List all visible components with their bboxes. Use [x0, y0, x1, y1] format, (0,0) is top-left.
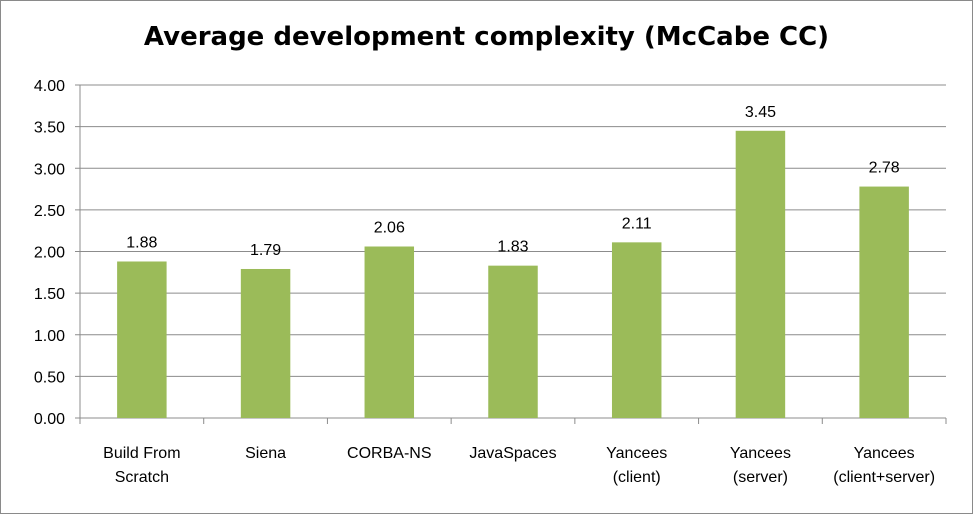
bar	[611, 242, 662, 418]
x-category-label: (server)	[733, 469, 788, 486]
x-category-label: Yancees	[730, 445, 791, 462]
bar	[364, 246, 415, 418]
y-tick-label: 1.50	[34, 286, 65, 303]
x-category-label: Yancees	[606, 445, 667, 462]
data-label: 2.11	[622, 215, 652, 232]
x-category-label: CORBA-NS	[347, 445, 431, 462]
chart-title: Average development complexity (McCabe C…	[143, 22, 830, 52]
data-label: 2.78	[869, 160, 900, 177]
x-category-label: JavaSpaces	[469, 445, 556, 462]
x-category-label: Siena	[245, 445, 286, 462]
y-tick-label: 1.00	[34, 328, 65, 345]
y-tick-label: 2.50	[34, 203, 65, 220]
y-tick-label: 3.50	[34, 120, 65, 137]
y-tick-label: 4.00	[34, 78, 65, 95]
data-label: 2.06	[374, 220, 405, 237]
data-label: 3.45	[745, 104, 776, 121]
bar	[735, 130, 786, 418]
bar	[859, 186, 909, 418]
x-category-label: Build From	[103, 445, 180, 462]
data-label: 1.79	[250, 242, 281, 259]
data-label: 1.88	[126, 234, 157, 251]
bar	[488, 265, 538, 418]
x-category-label: Scratch	[115, 469, 169, 486]
bar	[117, 261, 167, 418]
x-category-label: (client)	[613, 469, 661, 486]
y-tick-label: 2.00	[34, 245, 65, 262]
y-tick-label: 0.50	[34, 369, 65, 386]
x-category-label: (client+server)	[833, 469, 935, 486]
y-tick-label: 0.00	[34, 411, 65, 428]
data-label: 1.83	[497, 239, 528, 256]
x-category-label: Yancees	[854, 445, 915, 462]
bar	[240, 268, 291, 418]
y-tick-label: 3.00	[34, 161, 65, 178]
